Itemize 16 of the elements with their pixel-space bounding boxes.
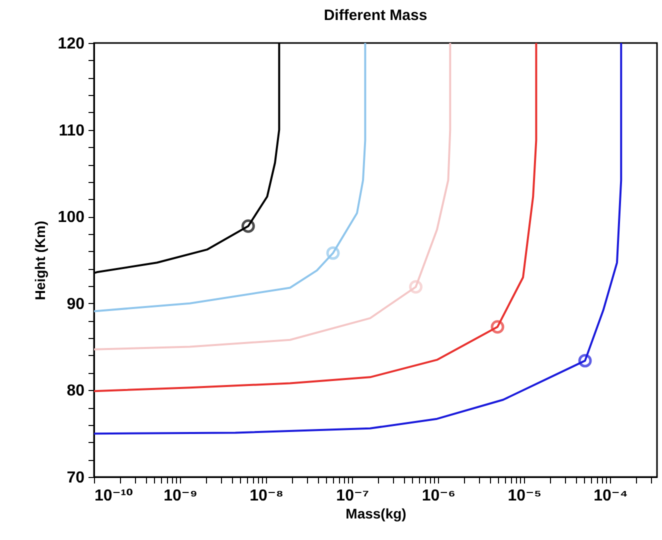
y-tick-label: 100 [58,209,85,226]
chart-title: Different Mass [324,7,428,24]
y-tick-label: 80 [66,382,85,400]
x-tick-label: 10⁻⁸ [250,488,284,504]
y-axis-title: Height (Km) [32,220,48,300]
x-tick-label: 10⁻¹⁰ [94,488,134,504]
x-tick-label: 10⁻⁴ [594,488,628,504]
y-tick-label: 90 [66,296,85,313]
x-axis-title: Mass(kg) [346,506,406,522]
x-tick-label: 10⁻⁵ [508,488,542,504]
y-tick-label: 110 [58,122,85,140]
y-tick-label: 70 [66,470,85,486]
y-tick-label: 120 [58,36,85,52]
x-tick-label: 10⁻⁹ [164,488,198,504]
x-tick-label: 10⁻⁷ [336,488,370,504]
x-tick-label: 10⁻⁶ [422,488,456,504]
